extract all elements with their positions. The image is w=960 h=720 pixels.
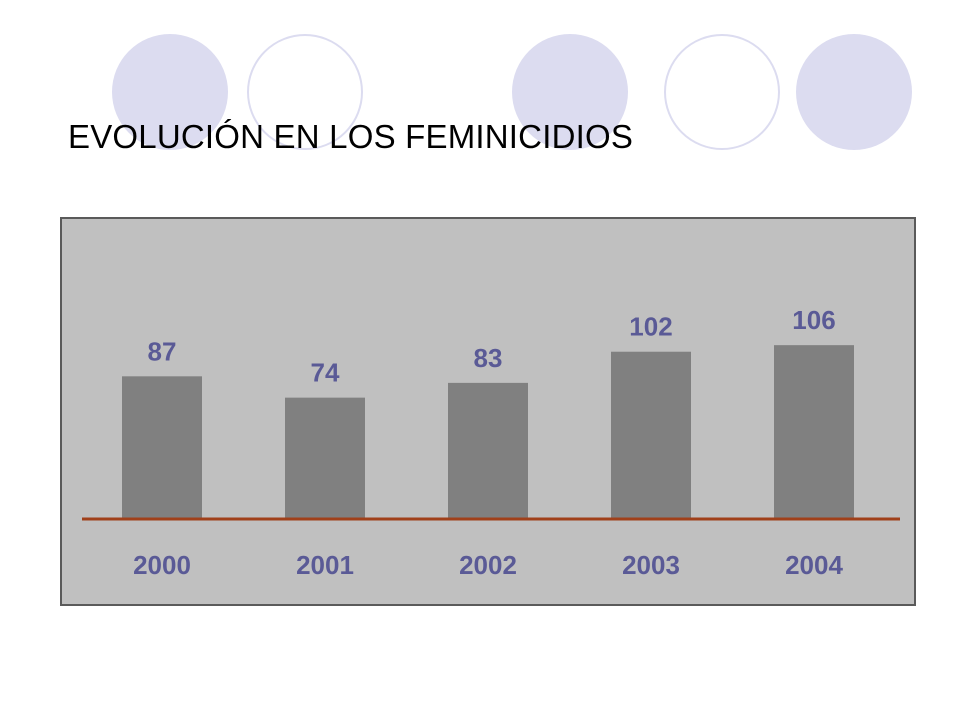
slide-title: EVOLUCIÓN EN LOS FEMINICIDIOS: [68, 118, 634, 155]
data-label-2002: 83: [474, 343, 503, 373]
x-tick-label-2002: 2002: [459, 550, 517, 580]
bar-2001: [285, 397, 365, 519]
data-label-2000: 87: [148, 336, 177, 366]
decorative-circle-2: [247, 34, 363, 150]
bar-chart-svg: 87 2000 74 2001 83 2002 102 2003 106 2004: [82, 305, 900, 580]
data-label-2004: 106: [792, 305, 835, 335]
decorative-circle-4: [664, 34, 780, 150]
data-label-2001: 74: [311, 358, 340, 388]
bar-2002: [448, 382, 528, 519]
decorative-circle-3: [512, 34, 628, 150]
decorative-circle-1: [112, 34, 228, 150]
data-label-2003: 102: [629, 312, 672, 342]
x-tick-label-2001: 2001: [296, 550, 354, 580]
x-tick-label-2000: 2000: [133, 550, 191, 580]
decorative-circle-5: [796, 34, 912, 150]
bar-2003: [611, 351, 691, 519]
bar-chart: 87 2000 74 2001 83 2002 102 2003 106 2004: [60, 217, 916, 606]
bar-2004: [774, 345, 854, 519]
x-tick-label-2004: 2004: [785, 550, 843, 580]
bar-2000: [122, 376, 202, 519]
x-tick-label-2003: 2003: [622, 550, 680, 580]
